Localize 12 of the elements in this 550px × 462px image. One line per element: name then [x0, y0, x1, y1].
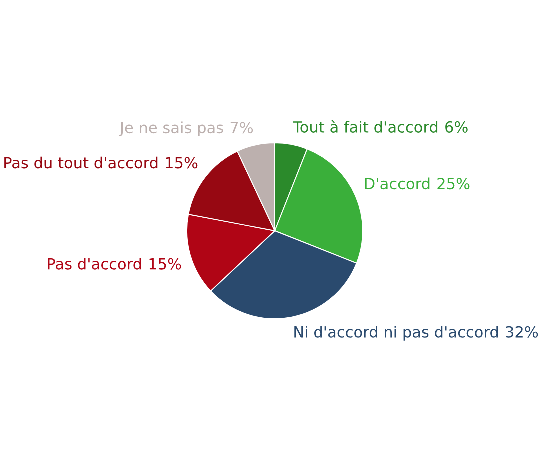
data-label: 6% [446, 121, 468, 133]
data-label: 15% [150, 258, 182, 270]
slice-label: Pas du tout d'accord [4, 156, 158, 169]
data-label: 15% [166, 157, 198, 169]
data-label: 32% [506, 326, 538, 338]
slice-label: D'accord [365, 178, 430, 190]
slice-label: Ni d'accord ni pas d'accord [294, 326, 498, 341]
data-label: 7% [230, 122, 254, 134]
slice-label: Je ne sais pas [119, 122, 224, 137]
slice-label: Pas d'accord [48, 258, 142, 270]
data-label: 25% [438, 178, 470, 190]
slice-label: Tout à fait d'accord [293, 120, 438, 133]
